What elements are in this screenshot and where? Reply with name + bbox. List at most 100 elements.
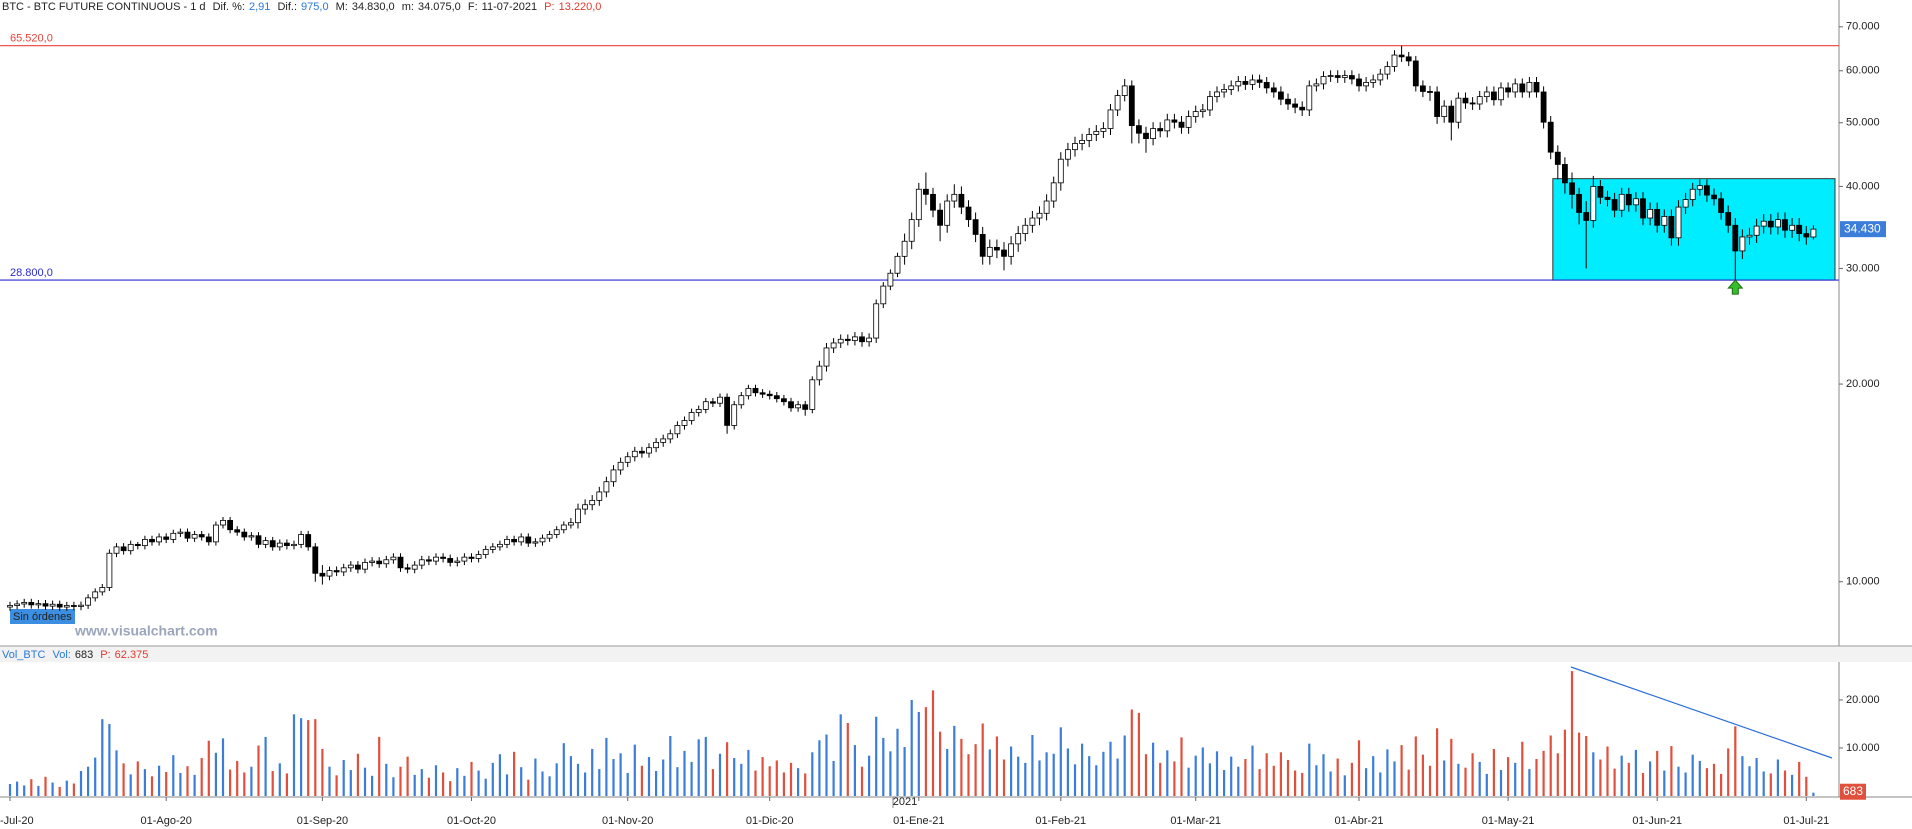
- x-tick-label: 01-Abr-21: [1335, 815, 1384, 827]
- volume-bar: [470, 761, 473, 796]
- field-label: m:: [401, 1, 414, 13]
- field-value: 683: [74, 649, 94, 661]
- x-tick-label: 01-Oct-20: [447, 815, 496, 827]
- candle-body: [873, 303, 880, 339]
- candle-body: [1604, 196, 1611, 200]
- candle-body: [7, 605, 13, 608]
- candle-body: [1810, 228, 1817, 238]
- volume-bar: [1436, 728, 1439, 796]
- volume-bar: [818, 740, 821, 796]
- candle-body: [1249, 79, 1256, 85]
- candle-body: [1341, 75, 1348, 78]
- volume-bar: [179, 772, 182, 796]
- volume-bar: [633, 744, 636, 796]
- candle-body: [901, 240, 908, 257]
- candle-body: [823, 347, 830, 367]
- candle-body: [738, 395, 745, 406]
- volume-bar: [37, 785, 40, 796]
- candle-body: [333, 570, 340, 573]
- volume-bar: [1244, 759, 1247, 796]
- candle-body: [1086, 134, 1093, 141]
- volume-header: Vol_BTC Vol: 683 P: 62.375: [2, 649, 152, 661]
- candle-body: [717, 396, 723, 404]
- symbol: BTC - BTC FUTURE CONTINUOUS - 1 d: [2, 1, 206, 13]
- candle-body: [646, 447, 652, 454]
- order-status: Sin órdenes: [13, 611, 72, 623]
- volume-bar: [307, 720, 310, 796]
- volume-bar: [527, 779, 530, 796]
- volume-bar: [477, 770, 480, 796]
- candle-body: [958, 193, 965, 208]
- candle-body: [653, 441, 659, 449]
- candle-body: [773, 395, 780, 400]
- candle-body: [1469, 102, 1476, 105]
- volume-bar: [1727, 748, 1730, 796]
- candle-body: [844, 338, 851, 341]
- volume-bar: [1237, 766, 1240, 796]
- candle-body: [276, 542, 283, 548]
- candle-body: [425, 559, 432, 562]
- volume-bar: [1741, 756, 1744, 796]
- volume-bar: [1279, 752, 1282, 796]
- volume-bar: [931, 690, 935, 796]
- candle-body: [1554, 151, 1561, 165]
- field-label: F:: [467, 1, 478, 13]
- volume-bar: [896, 728, 899, 796]
- candle-body: [1121, 85, 1128, 96]
- volume-bar: [939, 731, 942, 796]
- candle-body: [63, 605, 70, 608]
- volume-bar: [754, 770, 757, 796]
- candle-body: [568, 522, 574, 526]
- volume-bar: [30, 779, 33, 796]
- volume-bar: [768, 766, 771, 796]
- volume-bar: [1450, 738, 1453, 796]
- candle-body: [1150, 128, 1156, 139]
- candle-body: [78, 604, 84, 607]
- volume-bar: [278, 763, 281, 796]
- candle-body: [915, 188, 922, 221]
- volume-bar: [1613, 768, 1616, 796]
- last-volume-tag: [1840, 783, 1866, 800]
- last-price-tag: [1840, 221, 1886, 238]
- candle-body: [1029, 217, 1036, 226]
- volume-name: Vol_BTC: [2, 649, 46, 661]
- candle-body: [170, 532, 177, 540]
- volume-bar: [804, 773, 807, 796]
- volume-bar: [1393, 761, 1396, 796]
- volume-bar: [1407, 769, 1410, 796]
- candle-body: [575, 508, 581, 524]
- volume-bar: [378, 736, 381, 796]
- level-label: 65.520,0: [10, 33, 53, 45]
- candle-body: [489, 546, 496, 550]
- volume-bar: [1272, 765, 1275, 796]
- volume-bar: [534, 758, 537, 796]
- volume-bar: [1173, 761, 1176, 796]
- candle-body: [1015, 233, 1022, 245]
- candle-body: [1221, 89, 1227, 93]
- volume-bar: [832, 760, 835, 796]
- field-value: 11-07-2021: [481, 1, 538, 13]
- candle-body: [930, 193, 936, 211]
- field-value: 975,0: [301, 1, 329, 13]
- candle-body: [617, 461, 624, 471]
- volume-bar: [342, 759, 345, 796]
- volume-bar: [1783, 770, 1787, 796]
- volume-bar: [371, 775, 374, 796]
- volume-bar: [711, 769, 714, 796]
- candle-body: [1242, 81, 1249, 85]
- candle-body: [908, 219, 915, 242]
- candle-body: [1107, 109, 1114, 129]
- y-tick-label: 60.000: [1846, 65, 1880, 77]
- candle-body: [944, 200, 951, 226]
- candle-body: [1377, 73, 1384, 81]
- volume-bar: [917, 711, 920, 796]
- volume-bar: [143, 769, 146, 796]
- candle-body: [1370, 79, 1377, 83]
- candle-body: [56, 603, 63, 608]
- candle-body: [1654, 208, 1661, 226]
- volume-bar: [839, 714, 842, 796]
- volume-bar: [221, 738, 225, 796]
- volume-bar: [1748, 766, 1751, 796]
- candle-body: [639, 450, 645, 454]
